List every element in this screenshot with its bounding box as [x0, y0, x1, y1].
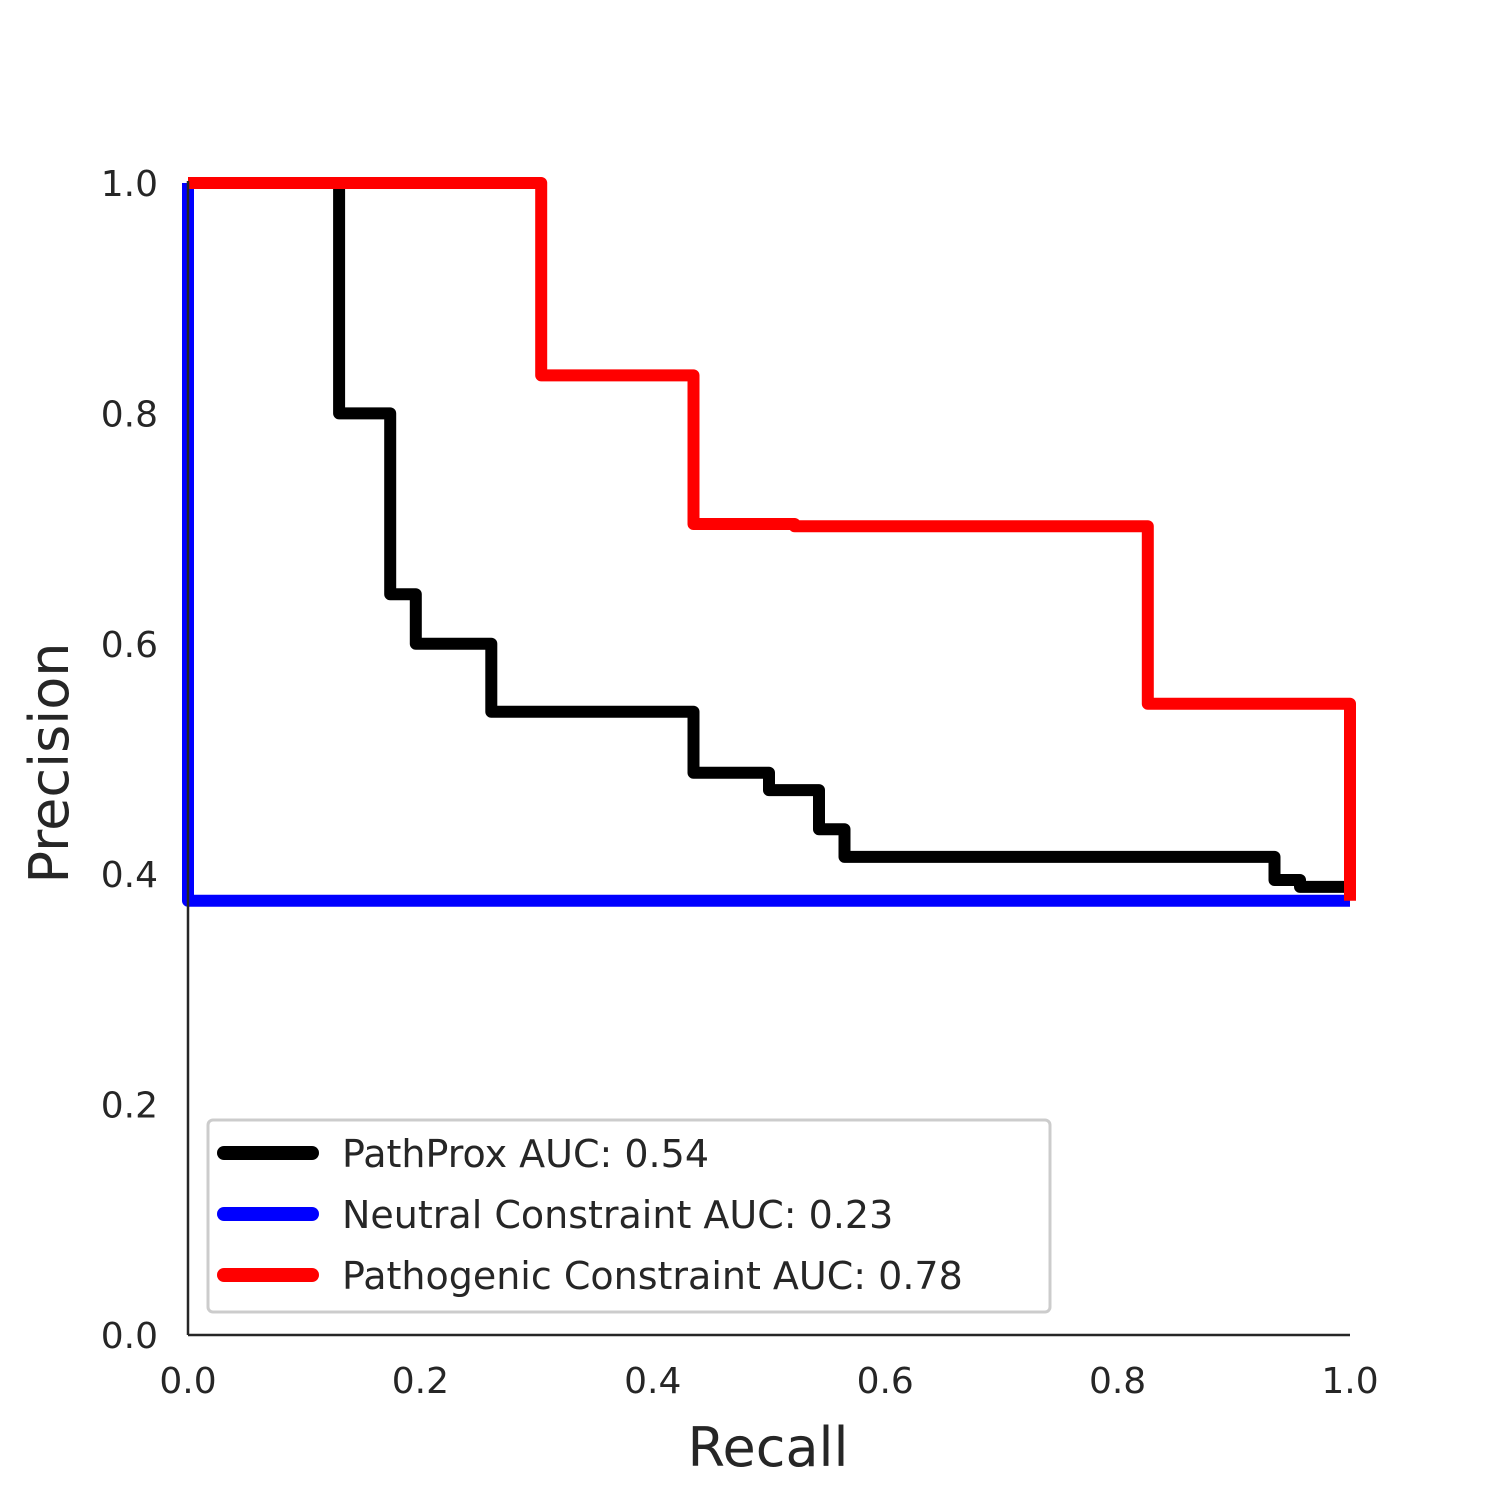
x-tick-label: 0.4 [624, 1361, 681, 1402]
x-tick-label: 0.0 [159, 1361, 216, 1402]
legend-label: Pathogenic Constraint AUC: 0.78 [342, 1254, 963, 1298]
x-tick-label: 1.0 [1321, 1361, 1378, 1402]
y-tick-label: 0.4 [101, 855, 158, 896]
tick-labels: 0.0 0.2 0.4 0.6 0.8 1.0 0.0 0.2 0.4 0.6 0.8 1.0 [101, 164, 1379, 1402]
legend-label: PathProx AUC: 0.54 [342, 1132, 709, 1176]
y-tick-label: 0.6 [101, 625, 158, 666]
y-axis-label: Precision [18, 643, 81, 884]
x-axis-label: Recall [687, 1416, 848, 1479]
y-tick-label: 0.8 [101, 394, 158, 435]
x-tick-label: 0.8 [1089, 1361, 1146, 1402]
x-tick-label: 0.2 [392, 1361, 449, 1402]
legend: PathProx AUC: 0.54 Neutral Constraint AUC… [206, 1118, 1052, 1314]
series-line-2 [188, 177, 1356, 901]
series-layer [182, 177, 1356, 907]
legend-label: Neutral Constraint AUC: 0.23 [342, 1193, 893, 1237]
y-tick-label: 1.0 [101, 164, 158, 205]
y-tick-label: 0.0 [101, 1316, 158, 1357]
legend-box [206, 1118, 1052, 1314]
x-tick-label: 0.6 [857, 1361, 914, 1402]
axes [186, 181, 1350, 1337]
y-tick-label: 0.2 [101, 1086, 158, 1127]
series-line-0 [188, 177, 1350, 893]
